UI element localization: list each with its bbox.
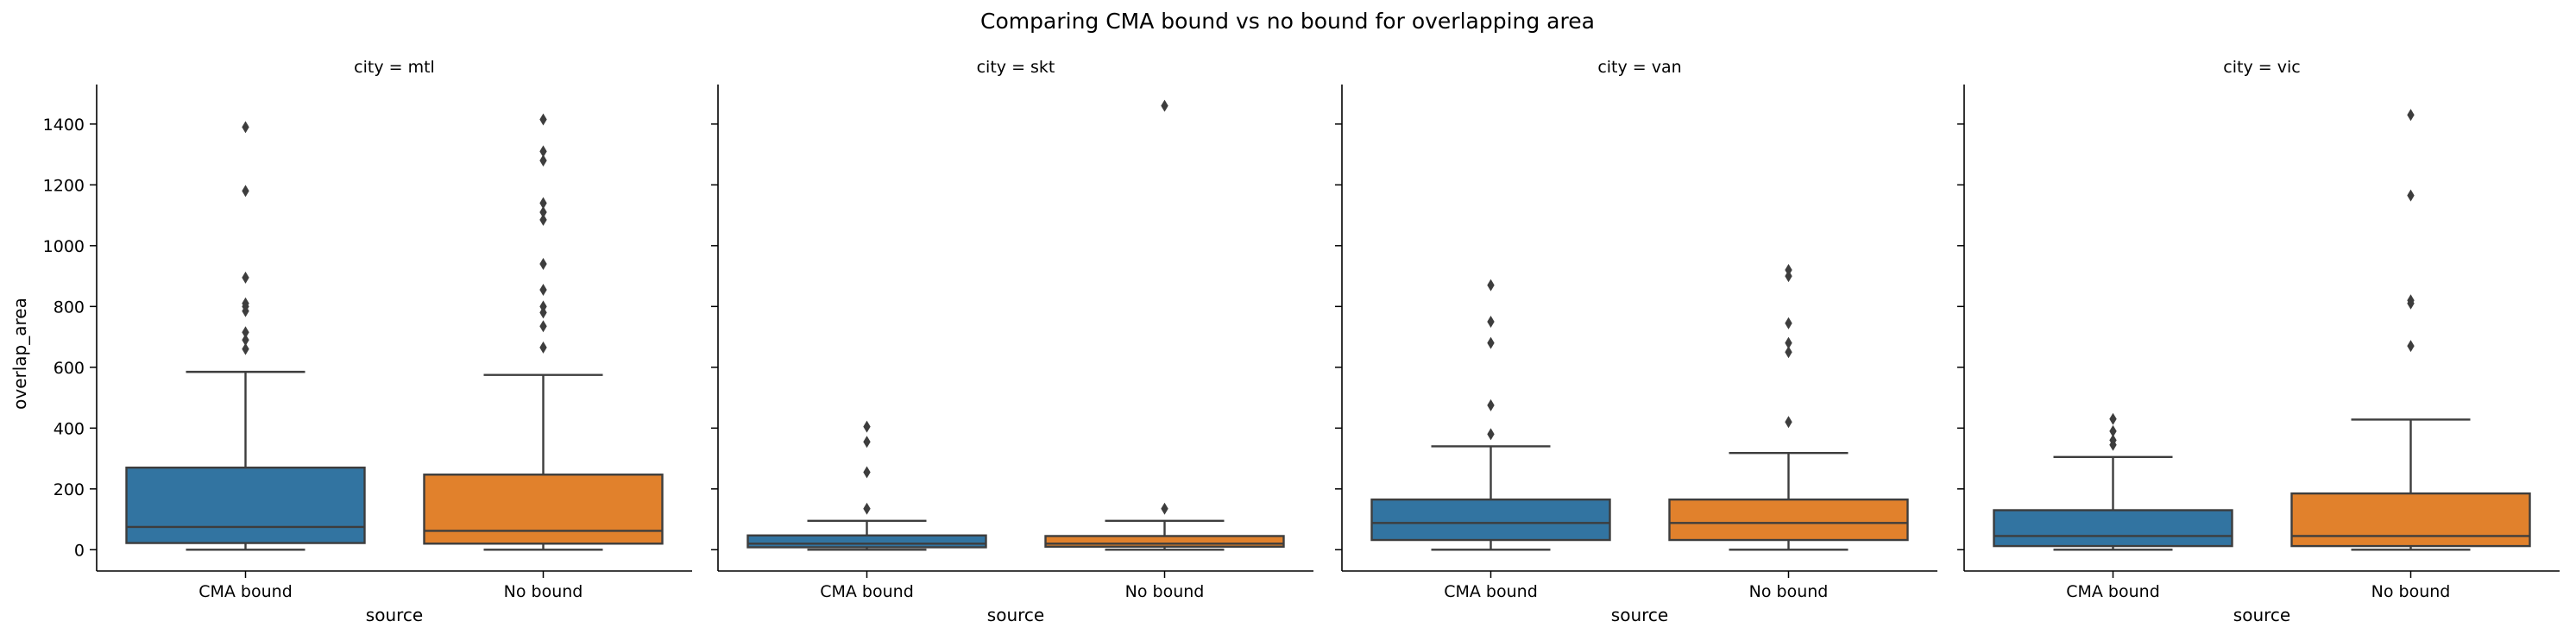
box-iqr xyxy=(423,474,664,545)
x-axis-label: source xyxy=(2233,605,2290,625)
outlier-point xyxy=(539,306,547,319)
facet-title: city = mtl xyxy=(354,58,435,77)
facet-3: city = van CMA bound No bound source xyxy=(1335,58,1937,625)
outlier-point xyxy=(242,334,249,347)
x-axis-label: source xyxy=(1611,605,1668,625)
box-cma-bound xyxy=(746,420,987,551)
box-iqr xyxy=(1044,535,1285,549)
facet-title: city = vic xyxy=(2223,58,2300,77)
facet-4: city = vic CMA bound No bound source xyxy=(1957,58,2560,625)
y-tick-label: 1400 xyxy=(43,116,85,135)
outlier-point xyxy=(539,341,547,354)
box-cma-bound xyxy=(1993,412,2233,551)
y-tick-label: 0 xyxy=(74,541,85,560)
chart-title: Comparing CMA bound vs no bound for over… xyxy=(980,9,1595,34)
outlier-point xyxy=(2407,340,2415,353)
facet-title: city = van xyxy=(1597,58,1681,77)
box-no-bound xyxy=(423,113,664,551)
outlier-point xyxy=(539,320,547,333)
outlier-point xyxy=(242,342,249,355)
box-iqr xyxy=(2290,492,2531,548)
outlier-point xyxy=(539,154,547,167)
outlier-point xyxy=(539,206,547,219)
outlier-point xyxy=(1487,398,1495,411)
outlier-point xyxy=(2407,109,2415,122)
outlier-point xyxy=(2109,412,2117,425)
outlier-point xyxy=(242,326,249,339)
outlier-point xyxy=(539,213,547,226)
box-no-bound xyxy=(2290,109,2531,551)
outlier-point xyxy=(2407,294,2415,307)
box-cma-bound xyxy=(125,121,366,551)
box-cma-bound xyxy=(1370,279,1611,551)
x-tick-label: CMA bound xyxy=(820,582,914,601)
x-tick-label: No bound xyxy=(504,582,583,601)
y-tick-label: 400 xyxy=(54,419,85,438)
outlier-point xyxy=(242,297,249,310)
y-tick-label: 1000 xyxy=(43,237,85,256)
facet-1: city = mtl 0 200 400 600 800 1000 1200 1400 CMA b… xyxy=(43,58,692,625)
outlier-point xyxy=(1487,279,1495,292)
box-no-bound xyxy=(1044,99,1285,551)
outlier-point xyxy=(1785,336,1792,349)
x-tick-label: CMA bound xyxy=(1444,582,1538,601)
facet-2: city = skt CMA bound No bound source xyxy=(711,58,1313,625)
outlier-point xyxy=(1161,502,1168,515)
outlier-point xyxy=(1785,416,1792,429)
y-tick-label: 1200 xyxy=(43,176,85,195)
x-tick-label: No bound xyxy=(1125,582,1205,601)
outlier-point xyxy=(1785,346,1792,359)
y-tick-label: 200 xyxy=(54,480,85,499)
y-axis-label: overlap_area xyxy=(9,298,30,410)
box-iqr xyxy=(746,534,987,549)
box-iqr xyxy=(1993,509,2233,548)
facet-panels: city = mtl 0 200 400 600 800 1000 1200 1400 CMA b… xyxy=(43,58,2560,625)
x-axis-label: source xyxy=(987,605,1044,625)
outlier-point xyxy=(863,420,871,433)
outlier-point xyxy=(1487,428,1495,441)
outlier-point xyxy=(1487,336,1495,349)
box-iqr xyxy=(1668,498,1909,542)
outlier-point xyxy=(1487,315,1495,328)
outlier-point xyxy=(2109,434,2117,447)
outlier-point xyxy=(1785,270,1792,283)
x-tick-label: No bound xyxy=(1749,582,1829,601)
outlier-point xyxy=(539,197,547,210)
outlier-point xyxy=(539,145,547,158)
box-iqr xyxy=(125,466,366,544)
y-tick-label: 600 xyxy=(54,359,85,378)
outlier-point xyxy=(863,436,871,449)
x-axis-label: source xyxy=(366,605,423,625)
outlier-point xyxy=(242,271,249,284)
x-tick-label: CMA bound xyxy=(2066,582,2160,601)
outlier-point xyxy=(539,300,547,313)
y-tick-label: 800 xyxy=(54,298,85,317)
x-tick-label: No bound xyxy=(2371,582,2451,601)
x-tick-label: CMA bound xyxy=(198,582,293,601)
outlier-point xyxy=(2407,189,2415,202)
outlier-point xyxy=(863,466,871,479)
box-iqr xyxy=(1370,498,1611,542)
outlier-point xyxy=(1785,317,1792,329)
outlier-point xyxy=(2109,424,2117,437)
box-no-bound xyxy=(1668,264,1909,551)
outlier-point xyxy=(539,283,547,296)
outlier-point xyxy=(242,185,249,198)
outlier-point xyxy=(863,502,871,515)
outlier-point xyxy=(1161,99,1168,112)
outlier-point xyxy=(242,121,249,134)
outlier-point xyxy=(539,257,547,270)
outlier-point xyxy=(1785,264,1792,277)
facet-title: city = skt xyxy=(977,58,1055,77)
outlier-point xyxy=(539,113,547,126)
